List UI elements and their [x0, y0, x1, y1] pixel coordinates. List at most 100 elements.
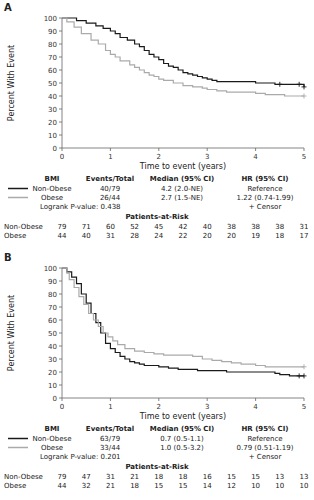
x-tick — [304, 148, 305, 151]
plot-area — [62, 18, 307, 99]
legend-label: Obese — [41, 194, 63, 202]
y-tick-label: 10 — [48, 132, 57, 140]
panel: A0102030405060708090100012345Time to eve… — [4, 2, 308, 240]
risk-count: 45 — [154, 223, 163, 231]
x-tick — [207, 398, 208, 401]
panel: B0102030405060708090100012345Time to eve… — [4, 252, 308, 490]
risk-row-label: Non-Obese — [4, 473, 43, 481]
x-axis-line — [62, 398, 304, 399]
legend-median: 4.2 (2.0-NE) — [161, 185, 203, 193]
y-tick — [59, 307, 62, 308]
x-tick-label: 4 — [253, 403, 258, 411]
y-tick-label: 80 — [48, 291, 57, 299]
y-tick-label: 10 — [48, 382, 57, 390]
y-tick — [59, 385, 62, 386]
risk-count: 79 — [58, 223, 67, 231]
x-tick — [110, 148, 111, 151]
risk-count: 32 — [82, 482, 91, 490]
censor-mark — [297, 82, 302, 87]
risk-count: 24 — [154, 232, 163, 240]
x-tick — [158, 398, 159, 401]
legend: BMIEvents/TotalMedian (95% CI)HR (95% CI… — [8, 425, 294, 471]
risk-count: 17 — [300, 232, 309, 240]
risk-count: 60 — [106, 223, 115, 231]
legend-median: 0.7 (0.5-1.1) — [160, 435, 204, 443]
risk-count: 42 — [179, 223, 188, 231]
risk-title: Patients-at-Risk — [125, 463, 188, 471]
x-tick-label: 1 — [108, 403, 112, 411]
y-tick — [59, 148, 62, 149]
risk-count: 18 — [130, 482, 139, 490]
y-tick — [59, 320, 62, 321]
y-tick-label: 90 — [48, 28, 57, 36]
risk-count: 14 — [203, 482, 212, 490]
risk-count: 47 — [82, 473, 91, 481]
x-axis-label: Time to event (years) — [139, 162, 226, 171]
censor-mark — [302, 84, 307, 89]
x-tick-label: 0 — [60, 153, 64, 161]
censor-mark — [302, 373, 307, 378]
legend-swatch — [8, 447, 28, 449]
x-tick-label: 5 — [302, 153, 306, 161]
censor-mark — [297, 373, 302, 378]
x-tick — [158, 148, 159, 151]
y-tick — [59, 281, 62, 282]
risk-count: 44 — [58, 232, 67, 240]
x-tick — [255, 398, 256, 401]
x-tick-label: 4 — [253, 153, 258, 161]
logrank: Logrank P-value: 0.201 — [40, 453, 121, 461]
panel-title: A — [4, 2, 12, 13]
x-tick — [62, 148, 63, 151]
legend-events: 40/79 — [100, 185, 120, 193]
y-tick-label: 30 — [48, 106, 57, 114]
x-tick-label: 1 — [108, 153, 112, 161]
risk-count: 20 — [227, 232, 236, 240]
censor-mark — [302, 364, 307, 369]
legend-swatch — [8, 197, 28, 199]
y-tick — [59, 122, 62, 123]
y-tick — [59, 96, 62, 97]
risk-count: 13 — [300, 473, 309, 481]
legend-header: HR (95% CI) — [241, 175, 288, 183]
figure: A0102030405060708090100012345Time to eve… — [0, 0, 314, 500]
y-tick — [59, 57, 62, 58]
x-axis-line — [62, 148, 304, 149]
x-tick — [110, 398, 111, 401]
risk-count: 44 — [58, 482, 67, 490]
risk-count: 12 — [227, 482, 236, 490]
risk-count: 18 — [275, 232, 284, 240]
risk-count: 13 — [275, 473, 284, 481]
legend-hr: 0.79 (0.51-1.19) — [237, 444, 294, 452]
legend-header: HR (95% CI) — [241, 425, 288, 433]
km-curve — [62, 18, 304, 87]
legend-header: Median (95% CI) — [150, 425, 215, 433]
risk-count: 38 — [275, 223, 284, 231]
panel-title: B — [4, 252, 12, 263]
risk-count: 15 — [227, 473, 236, 481]
y-tick-label: 20 — [48, 119, 57, 127]
risk-count: 15 — [251, 473, 260, 481]
km-curve — [62, 268, 304, 367]
risk-count: 10 — [251, 482, 260, 490]
x-tick-label: 2 — [157, 403, 161, 411]
y-tick — [59, 398, 62, 399]
y-tick-label: 100 — [44, 15, 57, 23]
y-tick — [59, 333, 62, 334]
legend-header: Events/Total — [86, 175, 134, 183]
legend-header: Events/Total — [86, 425, 134, 433]
y-tick — [59, 346, 62, 347]
y-tick — [59, 359, 62, 360]
y-tick — [59, 294, 62, 295]
y-tick-label: 90 — [48, 278, 57, 286]
legend-label: Non-Obese — [33, 435, 72, 443]
x-tick-label: 2 — [157, 153, 161, 161]
risk-count: 28 — [130, 232, 139, 240]
x-tick — [62, 398, 63, 401]
y-tick — [59, 268, 62, 269]
legend-hr: Reference — [247, 185, 282, 193]
x-tick-label: 3 — [205, 153, 209, 161]
censor-mark — [277, 82, 282, 87]
y-tick-label: 60 — [48, 67, 57, 75]
legend-events: 63/79 — [100, 435, 120, 443]
risk-count: 15 — [179, 482, 188, 490]
